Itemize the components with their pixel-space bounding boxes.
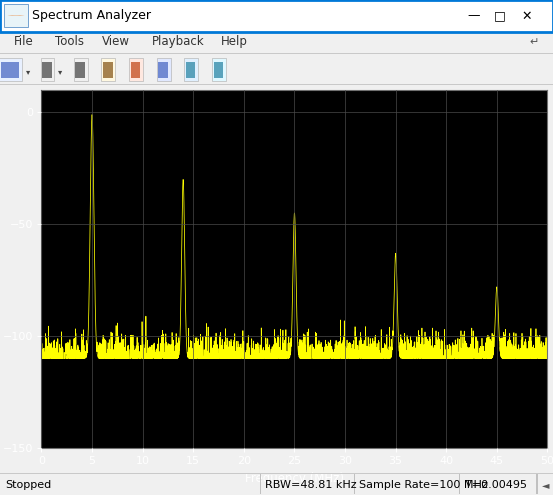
Bar xyxy=(74,58,87,81)
Bar xyxy=(102,58,115,81)
Bar xyxy=(129,58,143,81)
Text: File: File xyxy=(14,36,34,49)
Bar xyxy=(459,474,460,494)
Text: —: — xyxy=(467,9,479,22)
Bar xyxy=(41,58,54,81)
Bar xyxy=(43,62,52,78)
Bar xyxy=(184,58,198,81)
Text: RBW=48.81 kHz: RBW=48.81 kHz xyxy=(265,480,357,490)
Text: Tools: Tools xyxy=(55,36,84,49)
Text: T=0.00495: T=0.00495 xyxy=(465,480,526,490)
Bar xyxy=(186,62,196,78)
Bar xyxy=(1,62,19,78)
Bar xyxy=(4,4,28,27)
Text: Playback: Playback xyxy=(152,36,205,49)
Bar xyxy=(354,474,355,494)
Bar xyxy=(0,58,22,81)
Text: Help: Help xyxy=(221,36,248,49)
Text: □: □ xyxy=(494,9,506,22)
Text: ▾: ▾ xyxy=(59,67,62,76)
Text: ◄: ◄ xyxy=(542,480,550,490)
Text: ↵: ↵ xyxy=(530,37,539,47)
Bar xyxy=(213,62,223,78)
Bar xyxy=(158,62,168,78)
Text: Spectrum Analyzer: Spectrum Analyzer xyxy=(32,9,151,22)
Bar xyxy=(157,58,170,81)
Bar xyxy=(212,58,226,81)
Text: Sample Rate=100 MHz: Sample Rate=100 MHz xyxy=(359,480,488,490)
Bar xyxy=(260,474,261,494)
Text: ✕: ✕ xyxy=(521,9,531,22)
X-axis label: Frequency (MHz): Frequency (MHz) xyxy=(245,472,344,485)
Bar xyxy=(536,474,538,494)
Bar xyxy=(131,62,140,78)
Text: View: View xyxy=(102,36,131,49)
Text: ▾: ▾ xyxy=(25,67,30,76)
Text: Stopped: Stopped xyxy=(6,480,52,490)
Bar xyxy=(75,62,85,78)
Bar xyxy=(103,62,113,78)
